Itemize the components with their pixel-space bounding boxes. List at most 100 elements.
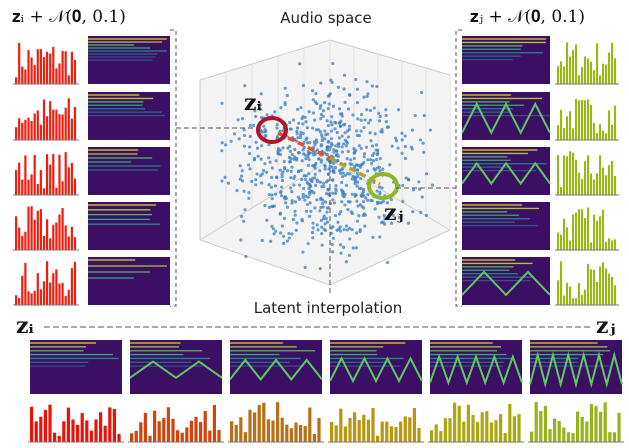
right-label: 𝐳ⱼ + 𝒩(𝟎, 0.1)	[470, 7, 585, 27]
glyph-bar	[330, 422, 333, 442]
latent-point	[284, 201, 287, 204]
latent-point	[305, 210, 308, 213]
latent-point	[240, 215, 243, 218]
glyph-bar	[358, 420, 361, 442]
latent-point	[373, 106, 376, 109]
glyph-bar	[435, 424, 438, 442]
glyph-bar	[34, 291, 36, 305]
spectrogram	[462, 92, 550, 140]
latent-point	[262, 125, 265, 128]
latent-point	[220, 102, 223, 105]
glyph-bar	[49, 283, 51, 305]
latent-point	[319, 181, 322, 184]
latent-point	[365, 80, 368, 83]
latent-point	[319, 117, 322, 120]
glyph-bar	[85, 420, 88, 442]
glyph-bar	[199, 422, 202, 442]
latent-point	[294, 214, 297, 217]
latent-point	[273, 110, 276, 113]
latent-point	[340, 112, 343, 115]
latent-point	[411, 210, 414, 213]
glyph-bar	[31, 174, 33, 195]
glyph-bar	[144, 413, 147, 442]
latent-point	[243, 84, 246, 87]
latent-point	[301, 219, 304, 222]
glyph-bar	[158, 421, 161, 442]
latent-point	[347, 135, 350, 138]
glyph-bar	[49, 165, 51, 195]
right-bracket	[456, 30, 462, 306]
latent-point	[277, 152, 280, 155]
latent-point	[298, 183, 301, 186]
latent-point	[365, 108, 368, 111]
latent-point	[348, 125, 351, 128]
latent-point	[351, 113, 354, 116]
glyph-bar	[58, 155, 60, 195]
glyph-bar	[21, 67, 23, 84]
latent-point	[339, 119, 342, 122]
glyph-bar	[348, 418, 351, 442]
glyph-bar	[37, 273, 39, 305]
latent-point	[333, 127, 336, 130]
glyph-bar	[563, 155, 565, 195]
latent-point	[404, 134, 407, 137]
latent-point	[274, 193, 277, 196]
glyph-bar	[239, 417, 242, 442]
latent-point	[343, 228, 346, 231]
glyph-bar	[587, 264, 589, 305]
latent-point	[286, 239, 289, 242]
latent-point	[302, 193, 305, 196]
glyph-bar	[253, 412, 256, 442]
glyph-bar	[614, 239, 616, 250]
latent-point	[283, 217, 286, 220]
latent-point	[341, 175, 344, 178]
latent-point	[378, 235, 381, 238]
glyph-bar	[49, 54, 51, 84]
bar-glyph	[13, 43, 79, 84]
latent-point	[307, 152, 310, 155]
latent-point	[291, 153, 294, 156]
latent-point	[338, 136, 341, 139]
glyph-bar	[15, 170, 17, 195]
glyph-bar	[605, 65, 607, 84]
latent-point	[369, 119, 372, 122]
glyph-bar	[27, 50, 29, 84]
latent-point	[313, 206, 316, 209]
glyph-bar	[190, 421, 193, 442]
glyph-bar	[539, 411, 542, 442]
glyph-bar	[194, 417, 197, 442]
latent-point	[379, 130, 382, 133]
glyph-bar	[376, 436, 379, 442]
point-i-label: 𝐳ᵢ	[244, 90, 262, 116]
latent-point	[242, 128, 245, 131]
glyph-bar	[15, 127, 17, 140]
glyph-bar	[24, 263, 26, 305]
latent-point	[288, 236, 291, 239]
latent-point	[247, 191, 250, 194]
glyph-bar	[18, 163, 20, 195]
latent-point	[355, 200, 358, 203]
glyph-bar	[557, 280, 559, 305]
latent-point	[379, 157, 382, 160]
latent-point	[356, 117, 359, 120]
glyph-bar	[339, 409, 342, 442]
latent-point	[340, 188, 343, 191]
latent-point	[292, 118, 295, 121]
glyph-bar	[40, 289, 42, 305]
glyph-bar	[262, 403, 265, 442]
glyph-bar	[55, 223, 57, 250]
latent-point	[327, 124, 330, 127]
latent-point	[233, 132, 236, 135]
latent-point	[407, 178, 410, 181]
latent-point	[299, 136, 302, 139]
latent-point	[290, 166, 293, 169]
glyph-bar	[46, 116, 48, 140]
glyph-bar	[30, 407, 33, 442]
latent-point	[371, 236, 374, 239]
audio-space-plot	[200, 40, 450, 285]
bar-glyph	[555, 99, 619, 140]
latent-point	[239, 178, 242, 181]
latent-point	[260, 158, 263, 161]
latent-point	[275, 126, 278, 129]
glyph-bar	[566, 156, 568, 195]
